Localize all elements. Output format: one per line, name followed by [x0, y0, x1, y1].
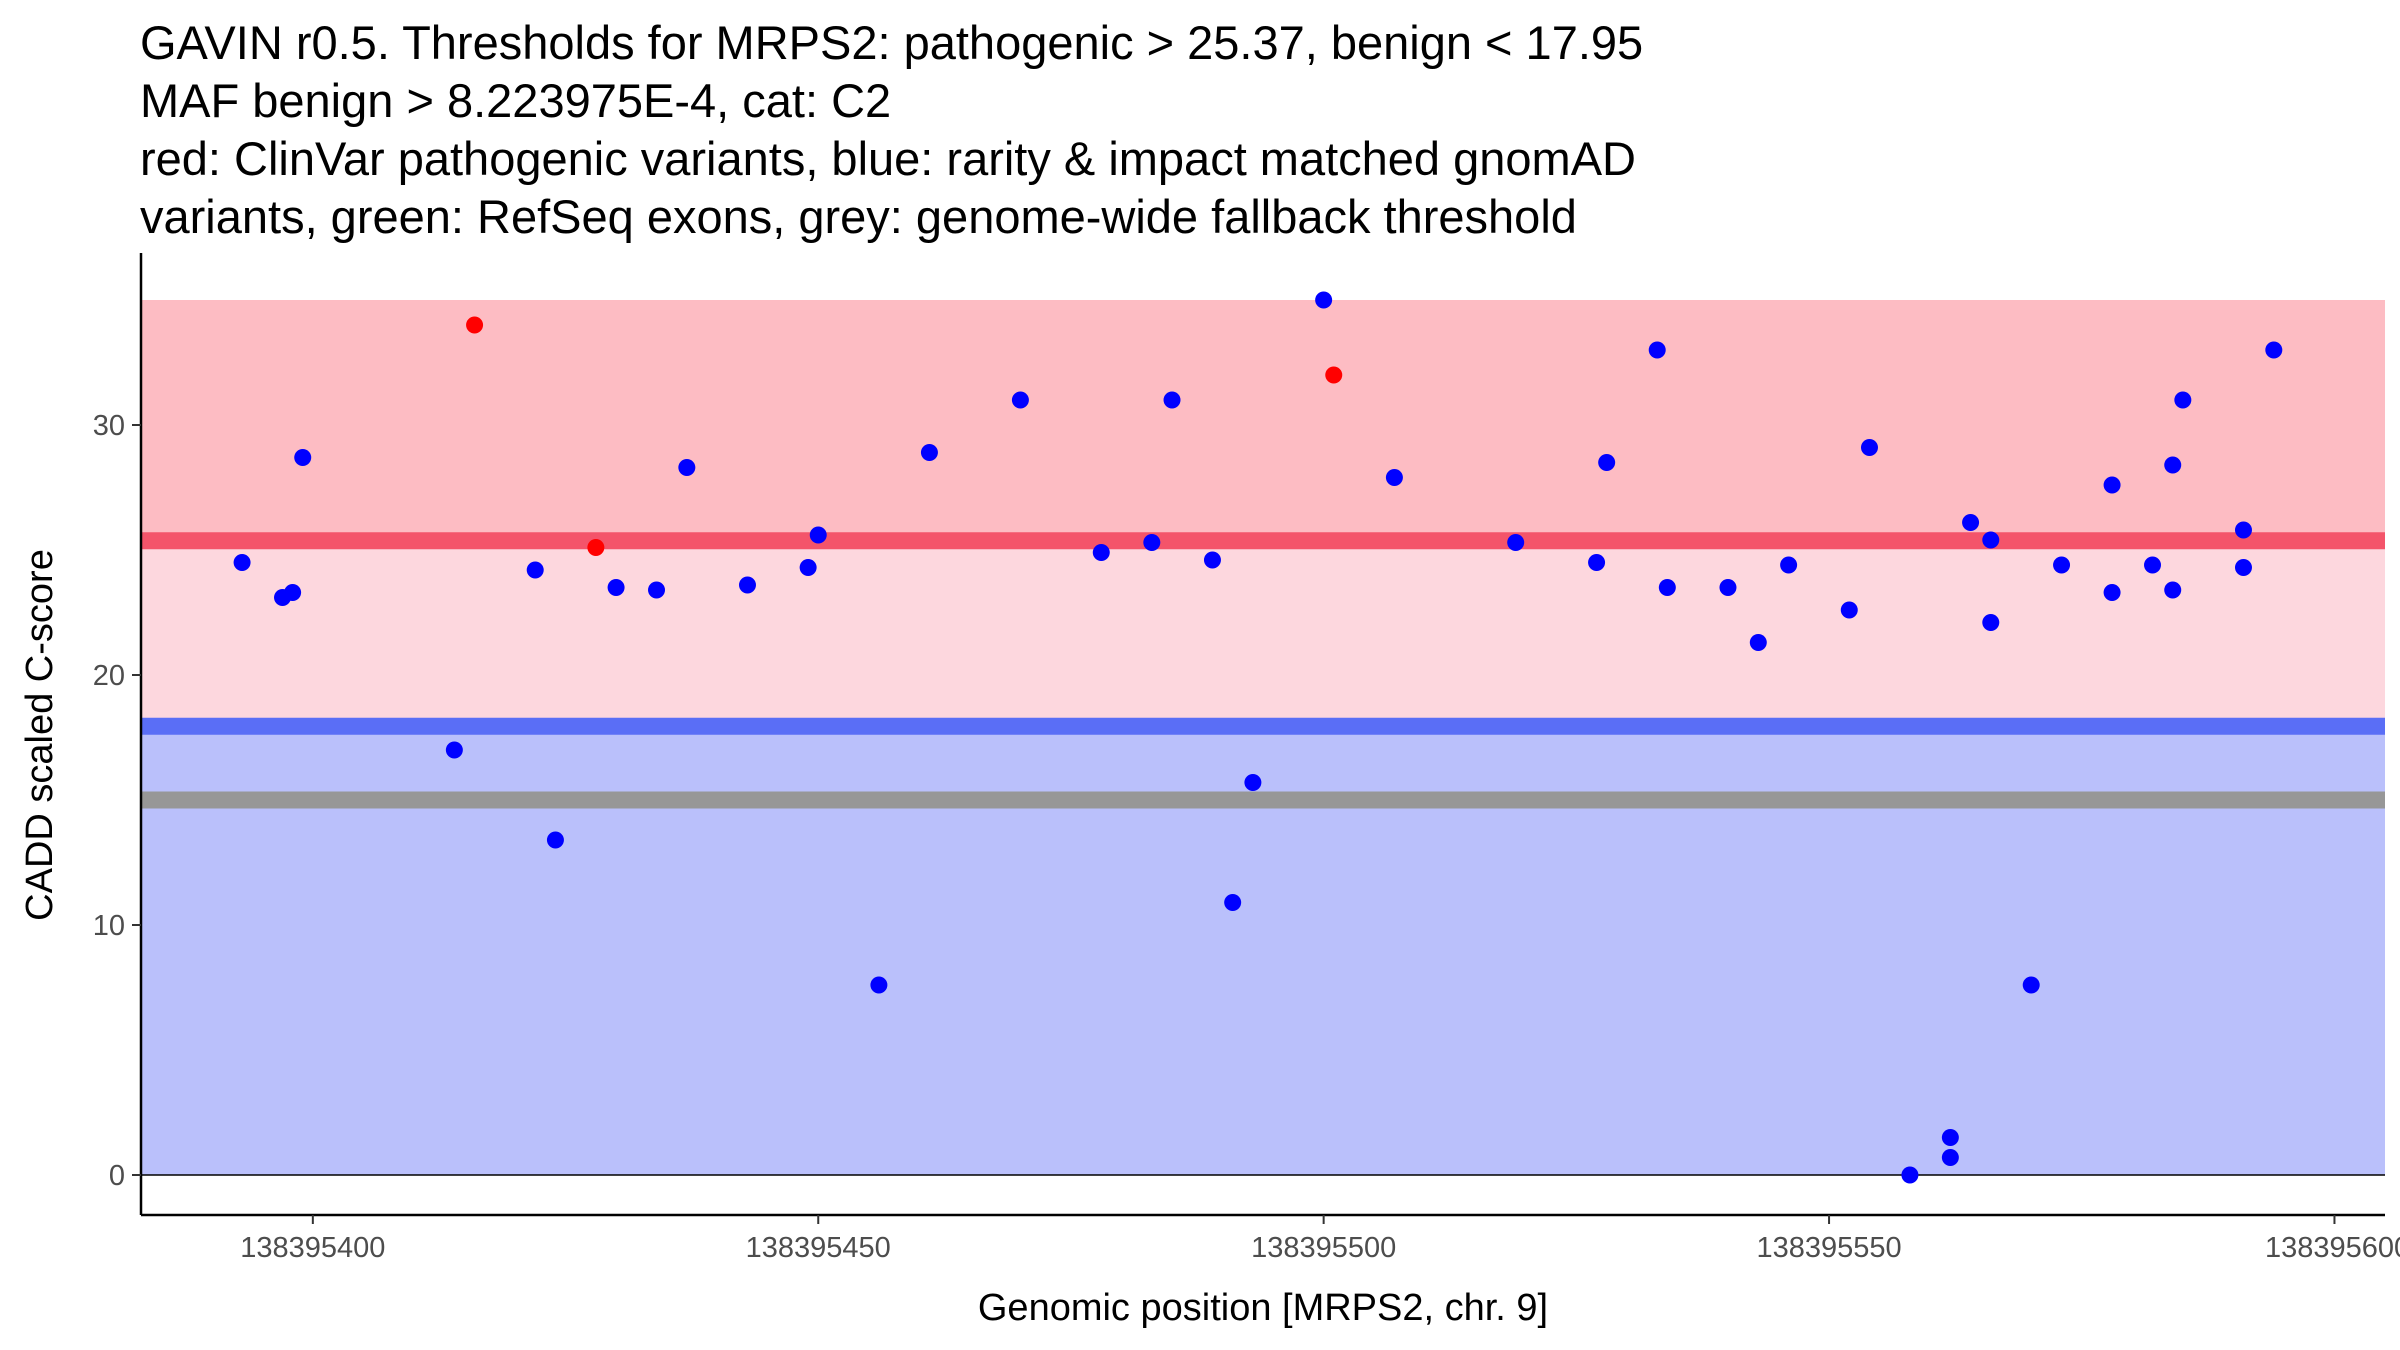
- gnomad-point: [738, 576, 756, 594]
- gnomad-point: [1224, 894, 1242, 911]
- gnomad-point: [1143, 534, 1161, 551]
- pathogenic-region-band: [141, 300, 2385, 541]
- gnomad-point: [1092, 544, 1110, 561]
- gnomad-point: [1203, 551, 1221, 569]
- threshold-bands: [141, 300, 2385, 1175]
- gnomad-point: [678, 459, 696, 476]
- intermediate-region-band: [141, 540, 2385, 727]
- gnomad-point: [284, 584, 302, 601]
- gnomad-point: [1163, 391, 1181, 409]
- gnomad-point: [1385, 469, 1403, 486]
- gnomad-point: [2265, 341, 2283, 359]
- title-line-2: MAF benign > 8.223975E-4, cat: C2: [140, 74, 892, 127]
- gnomad-point: [1749, 634, 1767, 651]
- gnomad-point: [526, 561, 544, 579]
- gnomad-point: [2164, 456, 2182, 474]
- gnomad-point: [1011, 391, 1029, 409]
- gnomad-point: [1941, 1149, 1959, 1166]
- clinvar-point: [466, 316, 484, 334]
- gnomad-point: [233, 554, 251, 571]
- gnomad-point: [2022, 976, 2040, 994]
- y-tick-label: 10: [93, 910, 125, 942]
- gnomad-point: [1962, 514, 1980, 531]
- clinvar-point: [587, 539, 605, 556]
- gnomad-point: [809, 526, 827, 544]
- y-axis-title: CADD scaled C-score: [19, 549, 61, 921]
- gnomad-point: [2103, 584, 2121, 601]
- gnomad-point: [1941, 1129, 1959, 1146]
- title-line-4: variants, green: RefSeq exons, grey: gen…: [140, 190, 1577, 243]
- gnomad-point: [1507, 534, 1525, 551]
- x-axis-title: Genomic position [MRPS2, chr. 9]: [978, 1287, 1548, 1329]
- data-points: [233, 291, 2283, 1184]
- gnomad-point: [1780, 556, 1798, 574]
- gnomad-point: [1598, 454, 1616, 471]
- x-tick-label: 138395550: [1756, 1232, 1901, 1264]
- gnomad-point: [1244, 774, 1262, 791]
- axes: [139, 253, 2385, 1217]
- x-tick-label: 138395400: [240, 1232, 385, 1264]
- chart-title: GAVIN r0.5. Thresholds for MRPS2: pathog…: [140, 14, 2380, 246]
- x-tick-label: 138395500: [1251, 1232, 1396, 1264]
- gnomad-point: [2103, 476, 2121, 494]
- clinvar-point: [1325, 366, 1343, 384]
- axis-ticks: 0 10 20 30 138395400 138395450 138395500 138395…: [93, 410, 2400, 1264]
- gnomad-point: [1658, 579, 1676, 596]
- gnomad-point: [2174, 391, 2192, 409]
- title-line-3: red: ClinVar pathogenic variants, blue: …: [140, 132, 1636, 185]
- gnomad-point: [1901, 1166, 1919, 1184]
- x-tick-label: 138395450: [746, 1232, 891, 1264]
- gnomad-point: [294, 449, 312, 466]
- gnomad-point: [1719, 579, 1737, 596]
- gnomad-point: [2053, 556, 2071, 574]
- threshold-lines: [141, 532, 2385, 809]
- y-tick-label: 20: [93, 660, 125, 692]
- gnomad-point: [1860, 439, 1878, 456]
- gnomad-point: [1982, 614, 2000, 631]
- gnomad-point: [1588, 554, 1606, 571]
- gnomad-point: [445, 741, 463, 759]
- gnomad-point: [546, 831, 564, 849]
- gnomad-point: [2144, 556, 2162, 574]
- gnomad-point: [920, 444, 938, 461]
- gnomad-point: [1315, 291, 1333, 309]
- gnomad-point: [607, 579, 625, 596]
- gnomad-point: [648, 581, 666, 599]
- gnomad-point: [2234, 521, 2252, 539]
- x-tick-label: 138395600: [2265, 1232, 2400, 1264]
- gnomad-point: [2234, 559, 2252, 576]
- gnomad-point: [1648, 341, 1666, 359]
- gnomad-point: [870, 976, 888, 994]
- gnomad-point: [1840, 601, 1858, 619]
- title-line-1: GAVIN r0.5. Thresholds for MRPS2: pathog…: [140, 16, 1644, 69]
- y-tick-label: 30: [93, 410, 125, 442]
- gnomad-point: [799, 559, 817, 576]
- gnomad-point: [2164, 581, 2182, 599]
- gnomad-point: [1982, 531, 2000, 549]
- y-tick-label: 0: [109, 1160, 125, 1192]
